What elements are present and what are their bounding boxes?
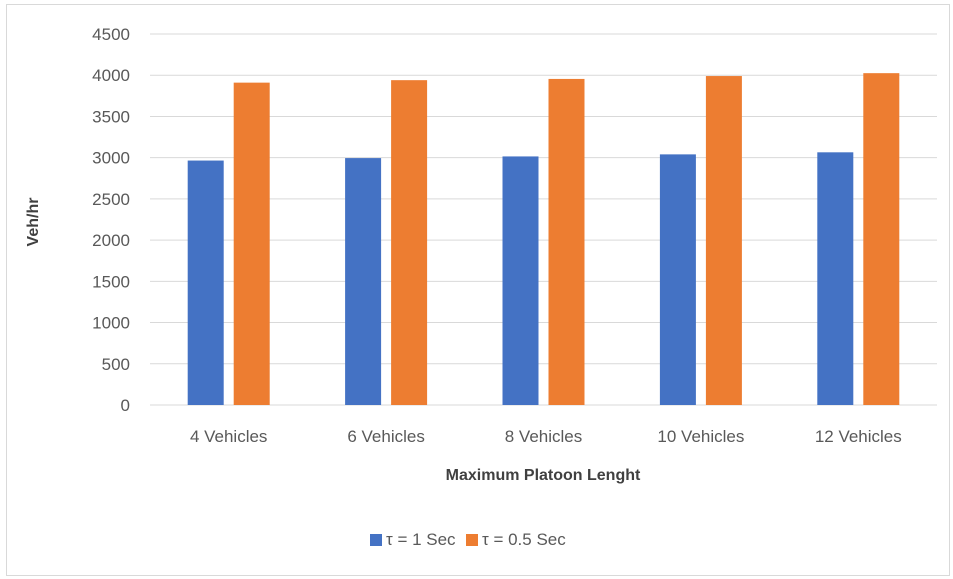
bar-tau-0-5-sec xyxy=(391,80,428,406)
bar-tau-0-5-sec xyxy=(548,78,585,405)
y-tick-label: 3000 xyxy=(92,149,130,168)
legend-swatch xyxy=(370,534,382,546)
y-axis-ticks: 0 500 1000 1500 2000 2500 3000 3500 4000 4500 xyxy=(92,25,130,415)
bar-tau-0-5-sec xyxy=(863,73,900,406)
legend-label: τ = 0.5 Sec xyxy=(482,530,566,549)
y-tick-label: 3500 xyxy=(92,107,130,126)
y-tick-label: 2500 xyxy=(92,190,130,209)
bar-tau-1-sec xyxy=(187,160,224,405)
y-tick-label: 4500 xyxy=(92,25,130,44)
y-tick-label: 500 xyxy=(102,355,130,374)
gridlines xyxy=(150,33,937,406)
bar-tau-0-5-sec xyxy=(233,82,270,406)
x-tick-label: 4 Vehicles xyxy=(190,427,268,446)
y-tick-label: 4000 xyxy=(92,66,130,85)
y-tick-label: 0 xyxy=(121,396,130,415)
chart-frame xyxy=(6,4,950,576)
bar-tau-1-sec xyxy=(345,158,382,405)
y-tick-label: 1000 xyxy=(92,314,130,333)
x-tick-label: 8 Vehicles xyxy=(505,427,583,446)
y-tick-label: 2000 xyxy=(92,231,130,250)
x-tick-label: 6 Vehicles xyxy=(347,427,425,446)
x-axis-ticks: 4 Vehicles 6 Vehicles 8 Vehicles 10 Vehicle… xyxy=(190,427,902,446)
legend-label: τ = 1 Sec xyxy=(386,530,456,549)
y-axis-title: Veh/hr xyxy=(25,198,42,247)
legend: τ = 1 Sec τ = 0.5 Sec xyxy=(370,530,566,549)
x-tick-label: 12 Vehicles xyxy=(815,427,902,446)
bar-tau-1-sec xyxy=(502,156,539,405)
legend-swatch xyxy=(466,534,478,546)
x-axis-title: Maximum Platoon Lenght xyxy=(446,467,641,484)
y-tick-label: 1500 xyxy=(92,272,130,291)
bars xyxy=(187,73,900,406)
bar-tau-1-sec xyxy=(659,154,696,405)
x-tick-label: 10 Vehicles xyxy=(657,427,744,446)
bar-tau-1-sec xyxy=(817,152,854,405)
bar-tau-0-5-sec xyxy=(705,76,742,406)
